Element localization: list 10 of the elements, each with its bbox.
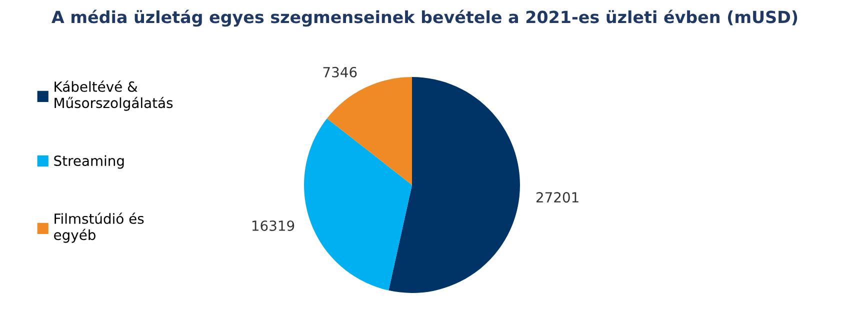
legend-label: Kábeltévé & Műsorszolgálatás: [54, 80, 173, 111]
data-label: 27201: [536, 192, 578, 203]
legend-label: Streaming: [54, 155, 124, 169]
data-label: 16319: [252, 220, 294, 231]
pie-slice: [304, 118, 412, 290]
legend-label: Filmstúdió és egyéb: [54, 212, 144, 243]
pie-slice: [326, 77, 412, 185]
data-label: 7346: [323, 66, 357, 78]
chart-title: A média üzletág egyes szegmenseinek bevétele a 2021-es üzleti évben (mUSD): [52, 10, 798, 27]
pie-slice: [388, 77, 520, 293]
